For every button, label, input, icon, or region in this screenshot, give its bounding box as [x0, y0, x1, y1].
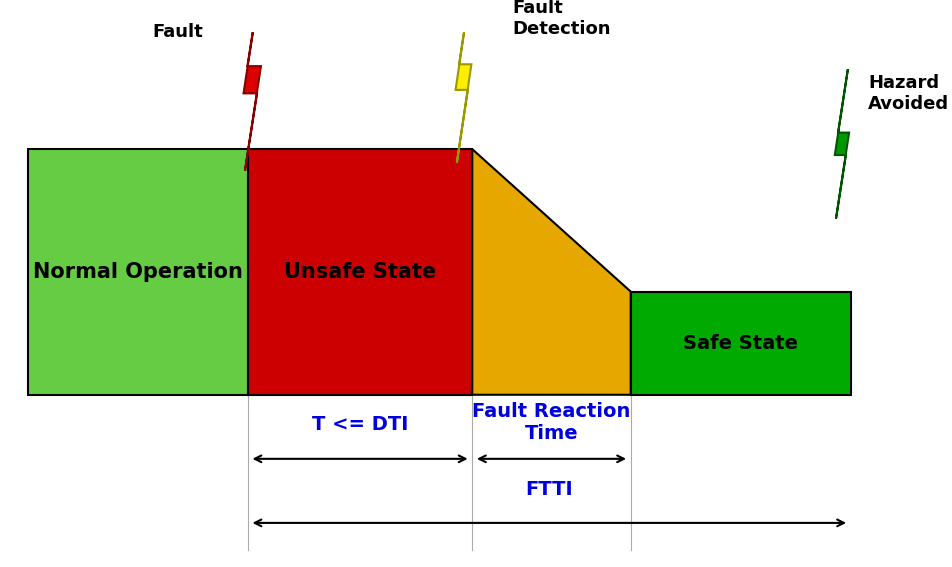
Text: Fault Reaction
Time: Fault Reaction Time [472, 402, 630, 443]
Text: Hazard
Avoided: Hazard Avoided [867, 74, 948, 112]
Polygon shape [834, 69, 848, 218]
Polygon shape [244, 0, 261, 171]
Text: Fault
Detection: Fault Detection [511, 0, 609, 38]
Text: T <= DTI: T <= DTI [311, 414, 407, 434]
Text: Unsafe State: Unsafe State [284, 262, 436, 282]
Polygon shape [472, 149, 630, 395]
Text: FTTI: FTTI [525, 480, 572, 500]
Text: Normal Operation: Normal Operation [33, 262, 243, 282]
Text: Fault: Fault [152, 23, 203, 41]
Polygon shape [455, 0, 471, 163]
Bar [28, 149, 248, 395]
Text: Safe State: Safe State [683, 334, 798, 353]
Bar [630, 291, 850, 395]
Bar [248, 149, 472, 395]
